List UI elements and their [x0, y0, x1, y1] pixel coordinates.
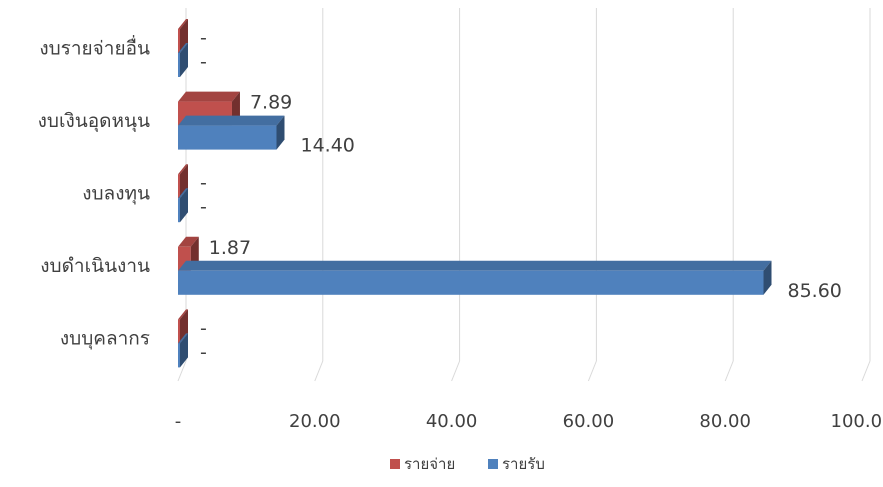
bar-side-income	[180, 333, 188, 368]
bar-top-income	[178, 115, 285, 126]
legend-label: รายรับ	[502, 455, 545, 473]
bar-top-expense	[178, 236, 199, 247]
gridline-floor	[861, 360, 871, 382]
bar-top-income	[178, 260, 772, 271]
data-label: 85.60	[788, 280, 842, 302]
x-tick-label: 100.00	[831, 411, 883, 432]
bar-top-income	[178, 188, 188, 199]
gridline-floor	[724, 360, 734, 382]
bar-expense	[178, 29, 180, 53]
bar-income	[178, 53, 180, 77]
legend-swatch	[488, 459, 498, 469]
bar-top-expense	[178, 19, 188, 29]
gridline-floor	[587, 360, 597, 382]
data-label: -	[200, 317, 207, 339]
bar-top-income	[178, 333, 188, 344]
bar-expense	[178, 174, 180, 199]
category-label: งบรายจ่ายอื่น	[39, 34, 150, 59]
category-label: งบบุคลากร	[60, 328, 150, 351]
bar-income	[178, 125, 277, 150]
data-label: -	[200, 341, 207, 363]
data-label: -	[200, 196, 207, 218]
category-label: งบเงินอุดหนุน	[38, 110, 150, 133]
bar-income	[178, 270, 764, 295]
data-label: -	[200, 51, 207, 73]
data-label: 14.40	[300, 135, 354, 157]
bar-top-expense	[178, 164, 188, 175]
bar-top-income	[178, 43, 188, 53]
x-tick-label: -	[175, 411, 182, 432]
legend-swatch	[390, 459, 400, 469]
category-label: งบลงทุน	[82, 183, 150, 206]
bar-top-expense	[178, 309, 188, 320]
x-tick-label: 40.00	[426, 411, 478, 432]
x-tick-label: 60.00	[563, 411, 615, 432]
gridline-floor	[177, 360, 187, 382]
x-tick-label: 80.00	[699, 411, 751, 432]
data-label: 7.89	[250, 92, 292, 114]
data-label: 1.87	[209, 237, 251, 259]
bar-income	[178, 198, 180, 223]
gridline-floor	[451, 360, 461, 382]
category-label: งบดำเนินงาน	[40, 255, 150, 277]
bar-side-income	[180, 43, 188, 77]
bar-top-expense	[178, 91, 240, 102]
bar-side-income	[276, 115, 285, 150]
data-label: -	[200, 172, 207, 194]
bar-side-income	[763, 260, 772, 295]
bar-expense	[178, 319, 180, 344]
data-label: -	[200, 27, 207, 49]
x-tick-label: 20.00	[289, 411, 341, 432]
legend-label: รายจ่าย	[404, 455, 455, 473]
bar-side-income	[180, 188, 188, 223]
gridline-floor	[314, 360, 324, 382]
bar-income	[178, 343, 180, 368]
